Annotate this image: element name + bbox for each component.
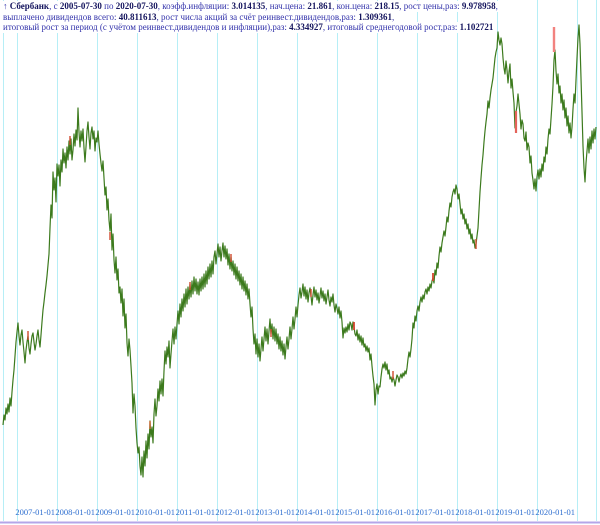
x-axis-label: 2014-01-01 — [295, 507, 335, 517]
x-axis-label: 2011-01-01 — [175, 507, 215, 517]
x-axis-label: 2007-01-01 — [15, 507, 55, 517]
x-axis-label: 2017-01-01 — [415, 507, 455, 517]
chart-header-line: ↑ Сбербанк, с 2005-07-30 по 2020-07-30, … — [2, 1, 499, 12]
chart-header: ↑ Сбербанк, с 2005-07-30 по 2020-07-30, … — [2, 1, 499, 33]
x-axis-label: 2018-01-01 — [455, 507, 495, 517]
x-axis-label: 2009-01-01 — [95, 507, 135, 517]
chart-header-line: итоговый рост за период (с учётом реинве… — [2, 22, 495, 33]
chart-header-line: выплачено дивидендов всего: 40.811613, р… — [2, 11, 396, 22]
vertical-gridlines — [3, 0, 597, 521]
x-axis-label: 2015-01-01 — [335, 507, 375, 517]
x-axis-label: 2016-01-01 — [375, 507, 415, 517]
x-axis-label: 2012-01-01 — [215, 507, 255, 517]
price-line — [2, 24, 597, 478]
x-axis-label: 2019-01-01 — [495, 507, 535, 517]
x-axis-labels: 2007-01-01 2008-01-01 2009-01-01 2010-01-01… — [0, 507, 600, 520]
x-axis-label: 2013-01-01 — [255, 507, 295, 517]
x-axis-label: 2020-01-01 — [535, 507, 575, 517]
dividend-marks — [27, 27, 556, 429]
x-axis-label: 2010-01-01 — [135, 507, 175, 517]
x-axis-label: 2008-01-01 — [55, 507, 95, 517]
